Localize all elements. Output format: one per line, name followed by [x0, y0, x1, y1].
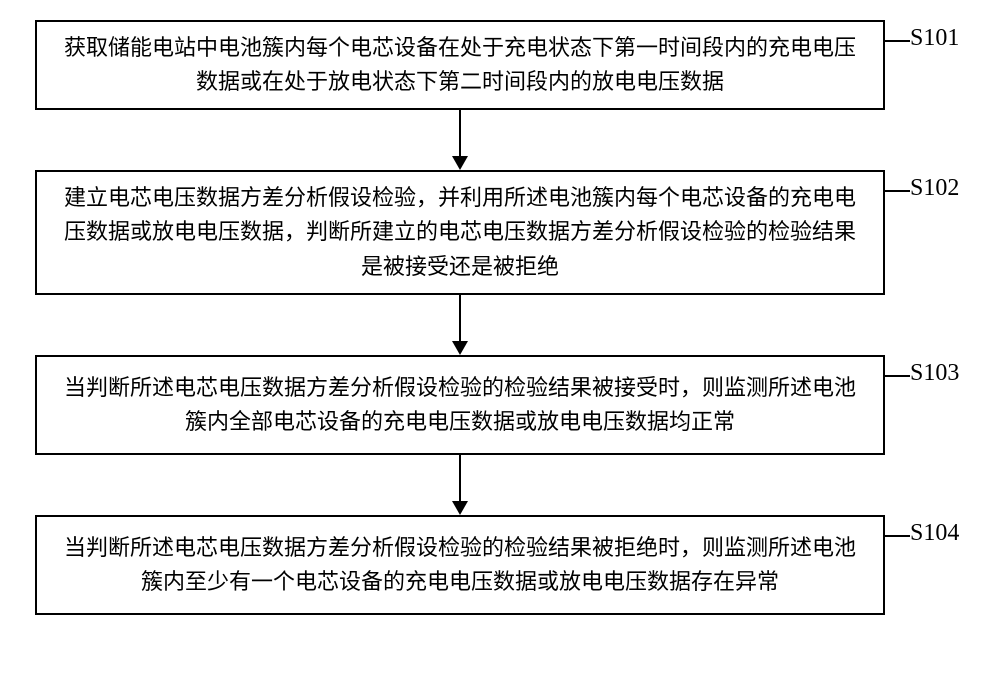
step-label-s101: S101 — [910, 25, 959, 52]
step-text: 当判断所述电芯电压数据方差分析假设检验的检验结果被接受时，则监测所述电池簇内全部… — [57, 371, 863, 439]
step-box-s101: 获取储能电站中电池簇内每个电芯设备在处于充电状态下第一时间段内的充电电压数据或在… — [35, 20, 885, 110]
step-box-s102: 建立电芯电压数据方差分析假设检验，并利用所述电池簇内每个电芯设备的充电电压数据或… — [35, 170, 885, 295]
flowchart-container: 获取储能电站中电池簇内每个电芯设备在处于充电状态下第一时间段内的充电电压数据或在… — [0, 0, 1000, 680]
arrow-head-3 — [452, 501, 468, 515]
connector-s104 — [885, 535, 910, 537]
connector-s101 — [885, 40, 910, 42]
arrow-line-1 — [459, 110, 461, 156]
step-text: 获取储能电站中电池簇内每个电芯设备在处于充电状态下第一时间段内的充电电压数据或在… — [57, 31, 863, 99]
connector-s103 — [885, 375, 910, 377]
arrow-head-2 — [452, 341, 468, 355]
step-label-s102: S102 — [910, 175, 959, 202]
step-label-s104: S104 — [910, 520, 959, 547]
arrow-line-3 — [459, 455, 461, 501]
step-label-s103: S103 — [910, 360, 959, 387]
arrow-line-2 — [459, 295, 461, 341]
step-box-s104: 当判断所述电芯电压数据方差分析假设检验的检验结果被拒绝时，则监测所述电池簇内至少… — [35, 515, 885, 615]
step-box-s103: 当判断所述电芯电压数据方差分析假设检验的检验结果被接受时，则监测所述电池簇内全部… — [35, 355, 885, 455]
arrow-head-1 — [452, 156, 468, 170]
step-text: 当判断所述电芯电压数据方差分析假设检验的检验结果被拒绝时，则监测所述电池簇内至少… — [57, 531, 863, 599]
connector-s102 — [885, 190, 910, 192]
step-text: 建立电芯电压数据方差分析假设检验，并利用所述电池簇内每个电芯设备的充电电压数据或… — [57, 181, 863, 283]
